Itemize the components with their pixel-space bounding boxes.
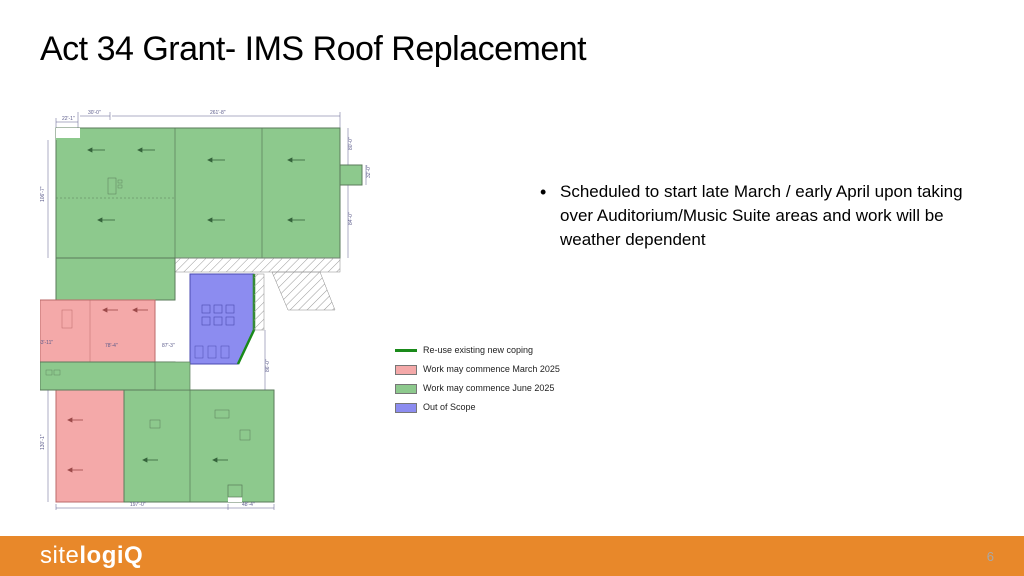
dim-mid-a: 78'-4" [105,343,118,349]
roof-zone-march-lower [56,390,124,502]
legend-row-outofscope: Out of Scope [395,399,560,416]
dim-left-c: 43'-11" [40,340,53,346]
logo-part-q: Q [124,542,143,570]
dim-mid-b: 87'-3" [162,343,175,349]
roof-zone-june-lower [124,390,274,502]
hatched-corridor-horizontal [175,258,340,272]
roof-protrusion-right [340,165,362,185]
legend-row-reuse: Re-use existing new coping [395,342,560,359]
dim-mid-c: 86'-0" [265,359,271,372]
brand-logo: sitelogiQ [40,542,143,570]
floorplan-svg: 22'-1" 30'-0" 261'-8" [40,110,380,510]
legend-swatch-coping [395,349,417,352]
legend-label-june: Work may commence June 2025 [423,380,554,397]
bullet-item-schedule: Scheduled to start late March / early Ap… [540,180,994,251]
legend-label-march: Work may commence March 2025 [423,361,560,378]
dim-top-c: 261'-8" [210,110,226,116]
dim-top-b: 30'-0" [88,110,101,116]
floorplan-legend: Re-use existing new coping Work may comm… [395,342,560,418]
hatched-corridor-diagonal [272,272,335,310]
page-number: 6 [987,549,994,564]
roof-zone-march-upper [40,300,155,362]
legend-row-march: Work may commence March 2025 [395,361,560,378]
legend-label-outofscope: Out of Scope [423,399,476,416]
legend-label-reuse: Re-use existing new coping [423,342,533,359]
legend-swatch-june [395,384,417,394]
roof-floorplan: 22'-1" 30'-0" 261'-8" [40,110,380,510]
slide-title: Act 34 Grant- IMS Roof Replacement [40,30,586,69]
dim-bot-a: 197'-0" [130,502,146,508]
dim-right-c: 84'-0" [348,212,354,225]
dim-bot-b: 48'-4" [242,502,255,508]
roof-zone-june-mid [56,258,175,300]
bullet-list: Scheduled to start late March / early Ap… [540,180,994,251]
dim-top-a: 22'-1" [62,116,75,122]
logo-part-site: site [40,542,79,569]
legend-swatch-march [395,365,417,375]
dim-left-a: 106'-7" [40,186,46,202]
roof-zone-june-upper [56,128,340,258]
dim-left-d: 130'-1" [40,434,46,450]
footer-bar: sitelogiQ [0,536,1024,576]
dim-right-a: 80'-0" [348,137,354,150]
legend-swatch-outofscope [395,403,417,413]
legend-row-june: Work may commence June 2025 [395,380,560,397]
logo-part-logi: logi [79,542,124,569]
dim-right-b: 32'-0" [366,165,372,178]
